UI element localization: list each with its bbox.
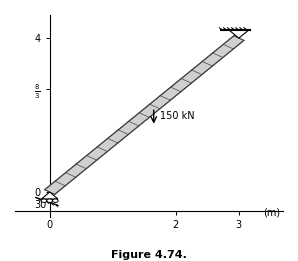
- Polygon shape: [41, 192, 58, 199]
- Circle shape: [52, 199, 58, 203]
- Text: 150 kN: 150 kN: [160, 111, 195, 121]
- Polygon shape: [229, 30, 248, 38]
- Circle shape: [41, 199, 47, 203]
- Text: 30: 30: [34, 200, 46, 210]
- Text: Figure 4.74.: Figure 4.74.: [111, 250, 187, 260]
- Text: (m): (m): [263, 207, 280, 217]
- Circle shape: [47, 199, 52, 203]
- Polygon shape: [45, 36, 244, 194]
